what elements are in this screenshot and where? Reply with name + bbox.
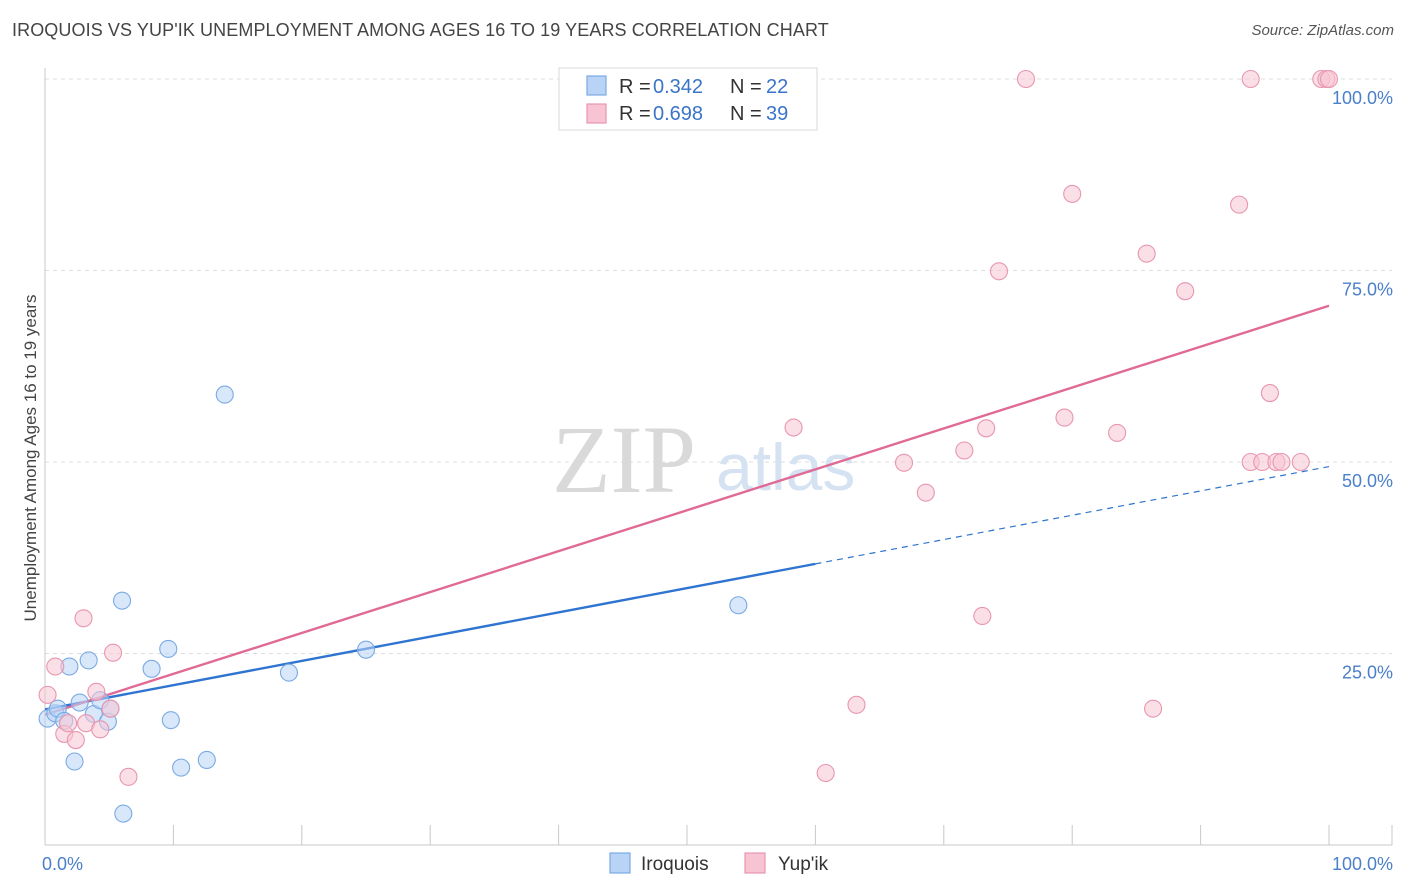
point-yupik-20 xyxy=(989,262,1009,281)
y-axis-title: Unemployment Among Ages 16 to 19 years xyxy=(21,295,40,622)
point-iroquois-12 xyxy=(112,591,132,610)
point-iroquois-13 xyxy=(114,804,133,823)
x-tick-label-1: 100.0% xyxy=(1332,854,1393,874)
point-yupik-30 xyxy=(1241,69,1260,89)
point-yupik-16 xyxy=(916,483,935,502)
point-iroquois-16 xyxy=(161,711,180,730)
watermark-atlas: atlas xyxy=(716,430,855,504)
x-tick-label-0: 0.0% xyxy=(42,854,83,874)
point-iroquois-5 xyxy=(65,752,84,771)
point-yupik-8 xyxy=(91,720,110,739)
point-yupik-28 xyxy=(1230,195,1249,214)
legend-r-value-yupik: 0.698 xyxy=(653,103,703,125)
series-legend-swatch-iroquois xyxy=(609,852,631,874)
y-tick-label-0: 25.0% xyxy=(1342,663,1393,683)
series-legend-swatch-yupik xyxy=(744,852,766,874)
point-yupik-21 xyxy=(1016,69,1036,89)
point-iroquois-14 xyxy=(142,659,161,678)
point-yupik-27 xyxy=(1176,282,1195,301)
watermark-zip: ZIP xyxy=(552,406,696,513)
point-yupik-26 xyxy=(1144,699,1163,718)
point-yupik-9 xyxy=(101,699,120,718)
legend-r-value-iroquois: 0.342 xyxy=(653,76,703,98)
trend-line-yupik xyxy=(44,304,1330,716)
point-iroquois-17 xyxy=(172,758,191,777)
watermark: ZIP atlas xyxy=(552,406,855,513)
legend-swatch-iroquois xyxy=(586,75,607,96)
point-yupik-4 xyxy=(66,731,85,750)
point-iroquois-21 xyxy=(356,640,376,659)
point-iroquois-19 xyxy=(215,385,234,404)
point-iroquois-15 xyxy=(159,639,178,658)
point-yupik-25 xyxy=(1137,244,1156,263)
point-yupik-5 xyxy=(74,609,93,628)
point-yupik-13 xyxy=(816,763,835,783)
trend-lines xyxy=(44,304,1330,716)
data-points xyxy=(38,69,1339,823)
point-yupik-0 xyxy=(38,685,57,704)
point-yupik-17 xyxy=(955,441,974,460)
legend-r-label-yupik: R = xyxy=(619,103,651,125)
point-yupik-35 xyxy=(1291,452,1310,472)
point-yupik-10 xyxy=(104,643,123,662)
point-yupik-38 xyxy=(1319,69,1339,89)
axes xyxy=(44,68,1393,846)
point-iroquois-6 xyxy=(70,693,89,712)
trend-line-iroquois-extension xyxy=(815,466,1330,565)
y-tick-label-3: 100.0% xyxy=(1332,88,1393,108)
series-legend: Iroquois Yup'ik xyxy=(609,852,829,875)
series-legend-label-yupik: Yup'ik xyxy=(778,854,829,875)
point-yupik-12 xyxy=(784,418,803,437)
point-yupik-32 xyxy=(1260,384,1279,403)
legend: R = 0.342 N = 22 R = 0.698 N = 39 xyxy=(558,67,818,131)
legend-n-value-yupik: 39 xyxy=(766,103,788,125)
point-yupik-7 xyxy=(87,682,106,701)
point-yupik-18 xyxy=(973,606,992,626)
point-iroquois-20 xyxy=(279,663,299,682)
legend-n-label-iroquois: N = xyxy=(730,76,762,98)
point-yupik-23 xyxy=(1063,184,1082,203)
legend-n-value-iroquois: 22 xyxy=(766,76,788,98)
point-yupik-34 xyxy=(1272,452,1291,472)
source-credit: Source: ZipAtlas.com xyxy=(1251,22,1394,39)
tick-labels: 25.0% 50.0% 75.0% 100.0% 0.0% 100.0% xyxy=(42,88,1393,874)
point-yupik-14 xyxy=(847,695,866,714)
point-iroquois-7 xyxy=(79,651,98,670)
point-yupik-24 xyxy=(1108,423,1127,442)
trend-line-iroquois xyxy=(44,562,816,711)
point-iroquois-18 xyxy=(197,750,216,770)
y-tick-label-1: 50.0% xyxy=(1342,471,1393,491)
point-yupik-11 xyxy=(119,767,138,786)
grid xyxy=(45,78,1392,654)
y-tick-label-2: 75.0% xyxy=(1342,280,1393,300)
legend-r-label-iroquois: R = xyxy=(619,76,651,98)
series-legend-label-iroquois: Iroquois xyxy=(641,854,709,875)
point-yupik-22 xyxy=(1055,408,1074,427)
legend-n-label-yupik: N = xyxy=(730,103,762,125)
point-yupik-3 xyxy=(59,714,78,733)
point-yupik-15 xyxy=(894,453,914,472)
point-yupik-19 xyxy=(977,419,996,438)
chart-title: IROQUOIS VS YUP'IK UNEMPLOYMENT AMONG AG… xyxy=(12,20,829,40)
legend-swatch-yupik xyxy=(586,103,607,124)
point-iroquois-22 xyxy=(729,596,748,615)
point-yupik-1 xyxy=(46,657,65,676)
